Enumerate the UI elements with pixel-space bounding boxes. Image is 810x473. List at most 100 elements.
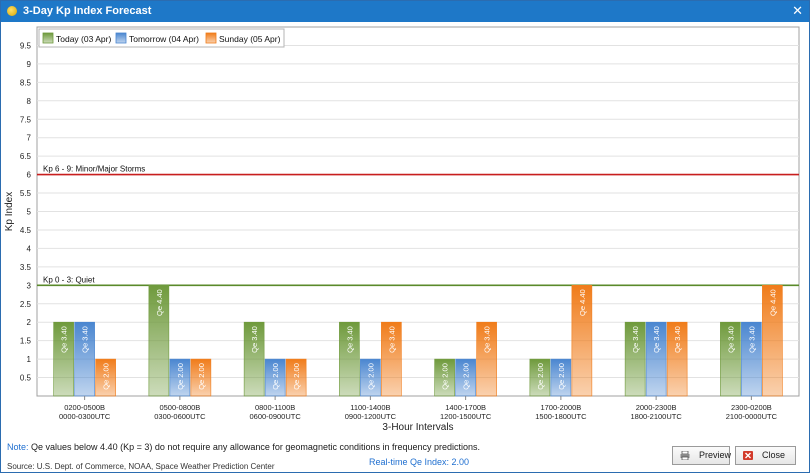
x-tick-label: 0000-0300UTC: [59, 412, 111, 421]
bar-data-label: Qe 2.00: [462, 363, 471, 390]
bar-data-label: Qe 3.40: [747, 326, 756, 353]
y-tick-label: 5: [27, 208, 32, 217]
bar-data-label: Qe 3.40: [345, 326, 354, 353]
bar-data-label: Qe 3.40: [652, 326, 661, 353]
x-tick-label: 1700-2000B: [540, 403, 581, 412]
y-tick-label: 5.5: [20, 189, 32, 198]
y-tick-label: 2.5: [20, 300, 32, 309]
y-tick-label: 8.5: [20, 78, 32, 87]
legend-entry: Sunday (05 Apr): [219, 34, 281, 44]
x-tick-label: 2100-0000UTC: [726, 412, 778, 421]
bar-data-label: Qe 3.40: [673, 326, 682, 353]
bar-data-label: Qe 3.40: [387, 326, 396, 353]
threshold-label: Kp 0 - 3: Quiet: [43, 275, 95, 284]
close-label: Close: [762, 450, 786, 460]
bar-data-label: Qe 3.40: [250, 326, 259, 353]
y-tick-label: 3: [27, 281, 32, 290]
bar: [95, 358, 116, 397]
bar: [762, 284, 783, 397]
data-source: Source: U.S. Dept. of Commerce, NOAA, Sp…: [7, 462, 275, 471]
bar-data-label: Qe 2.00: [536, 363, 545, 390]
y-axis-label: Kp Index: [4, 192, 15, 231]
y-tick-label: 3.5: [20, 263, 32, 272]
bar-data-label: Qe 4.40: [768, 289, 777, 316]
legend-entry: Tomorrow (04 Apr): [129, 34, 199, 44]
legend-swatch: [115, 32, 127, 44]
bar-data-label: Qe 2.00: [366, 363, 375, 390]
x-tick-label: 1200-1500UTC: [440, 412, 492, 421]
y-tick-label: 8: [27, 97, 32, 106]
y-tick-label: 6: [27, 171, 32, 180]
legend-entry: Today (03 Apr): [56, 34, 111, 44]
y-tick-label: 9.5: [20, 41, 32, 50]
realtime-qe-index: Real-time Qe Index: 2.00: [369, 457, 470, 467]
bar-data-label: Qe 3.40: [483, 326, 492, 353]
bar-data-label: Qe 2.00: [292, 363, 301, 390]
window-title: 3-Day Kp Index Forecast: [23, 5, 152, 17]
window-close-icon[interactable]: ✕: [792, 3, 803, 18]
bar: [285, 358, 307, 397]
y-tick-label: 2: [27, 318, 32, 327]
bar-data-label: Qe 2.00: [176, 363, 185, 390]
legend-swatch: [205, 32, 217, 44]
bar: [624, 321, 646, 397]
x-axis-label: 3-Hour Intervals: [382, 422, 453, 433]
y-tick-label: 9: [27, 60, 32, 69]
x-tick-label: 0600-0900UTC: [249, 412, 301, 421]
bar-data-label: Qe 3.40: [81, 326, 90, 353]
x-tick-label: 1500-1800UTC: [535, 412, 587, 421]
x-tick-label: 2000-2300B: [636, 403, 677, 412]
bar-data-label: Qe 3.40: [726, 326, 735, 353]
bar-data-label: Qe 3.40: [631, 326, 640, 353]
bar: [529, 358, 551, 397]
legend-box: [38, 28, 285, 48]
bar-data-label: Qe 4.40: [155, 289, 164, 316]
y-tick-label: 6.5: [20, 152, 32, 161]
bar: [666, 321, 688, 397]
bar-data-label: Qe 4.40: [578, 289, 587, 316]
y-tick-label: 7.5: [20, 115, 32, 124]
bar: [190, 358, 212, 397]
bar-data-label: Qe 3.40: [60, 326, 69, 353]
y-tick-label: 4: [27, 244, 32, 253]
bar: [148, 284, 170, 397]
app-icon: [7, 6, 17, 16]
bar-data-label: Qe 2.00: [102, 363, 111, 390]
legend-swatch: [42, 32, 54, 44]
legend: Today (03 Apr) Tomorrow (04 Apr) Sunday (0…: [38, 28, 285, 48]
close-icon: [743, 451, 753, 460]
footnote: Note: Qe values below 4.40 (Kp = 3) do n…: [7, 442, 480, 452]
bar-data-label: Qe 2.00: [441, 363, 450, 390]
bar: [476, 321, 497, 397]
threshold-label: Kp 6 - 9: Minor/Major Storms: [43, 165, 145, 174]
x-tick-label: 1100-1400B: [350, 403, 390, 412]
y-tick-label: 1: [27, 355, 32, 364]
printer-icon: [680, 451, 690, 460]
y-tick-label: 7: [27, 134, 32, 143]
y-tick-label: 0.5: [20, 374, 32, 383]
x-tick-label: 2300-0200B: [731, 403, 772, 412]
x-tick-label: 1400-1700B: [445, 403, 486, 412]
bar-data-label: Qe 2.00: [557, 363, 566, 390]
bar: [53, 321, 74, 397]
bar: [571, 284, 593, 397]
x-tick-label: 0200-0500B: [64, 403, 105, 412]
preview-label: Preview: [699, 450, 732, 460]
x-tick-label: 1800-2100UTC: [630, 412, 682, 421]
close-button[interactable]: Close: [735, 446, 796, 465]
bar-data-label: Qe 2.00: [271, 363, 280, 390]
bar: [381, 321, 402, 397]
bar: [720, 321, 741, 397]
x-tick-label: 0900-1200UTC: [345, 412, 397, 421]
bar: [243, 321, 265, 397]
x-tick-label: 0500-0800B: [159, 403, 200, 412]
bar: [339, 321, 360, 397]
bar-data-label: Qe 2.00: [197, 363, 206, 390]
preview-button[interactable]: Preview: [672, 446, 732, 465]
bar: [434, 358, 455, 397]
x-tick-label: 0300-0600UTC: [154, 412, 206, 421]
note-text: Qe values below 4.40 (Kp = 3) do not req…: [28, 442, 481, 452]
y-tick-label: 4.5: [20, 226, 32, 235]
x-tick-label: 0800-1100B: [255, 403, 295, 412]
